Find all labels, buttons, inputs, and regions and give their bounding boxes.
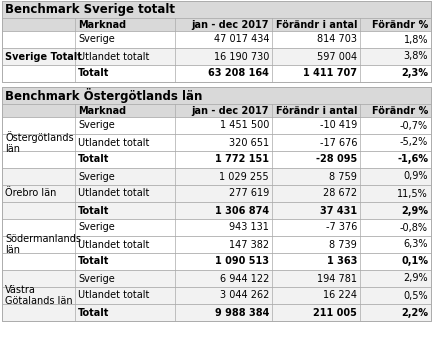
Bar xyxy=(2,202,431,219)
Text: Sverige: Sverige xyxy=(78,121,115,130)
Text: -0,7%: -0,7% xyxy=(400,121,428,130)
Text: Marknad: Marknad xyxy=(78,20,126,30)
Text: 47 017 434: 47 017 434 xyxy=(213,34,269,44)
Text: 2,2%: 2,2% xyxy=(401,307,428,317)
Text: -28 095: -28 095 xyxy=(316,154,357,164)
Text: 11,5%: 11,5% xyxy=(397,188,428,198)
Text: Östergötlands
län: Östergötlands län xyxy=(5,131,74,154)
Bar xyxy=(2,236,431,253)
Text: Sverige: Sverige xyxy=(78,34,115,44)
Text: Sverige: Sverige xyxy=(78,172,115,182)
Text: 2,9%: 2,9% xyxy=(401,206,428,215)
Bar xyxy=(2,270,431,287)
Bar xyxy=(2,134,431,151)
Text: 943 131: 943 131 xyxy=(229,222,269,233)
Text: 63 208 164: 63 208 164 xyxy=(208,68,269,79)
Text: 211 005: 211 005 xyxy=(313,307,357,317)
Bar xyxy=(2,65,431,82)
Bar xyxy=(2,18,431,31)
Text: 277 619: 277 619 xyxy=(229,188,269,198)
Text: Förändr %: Förändr % xyxy=(372,20,428,30)
Text: Totalt: Totalt xyxy=(78,307,110,317)
Bar xyxy=(2,1,431,18)
Text: Utlandet totalt: Utlandet totalt xyxy=(78,137,149,148)
Text: 1,8%: 1,8% xyxy=(404,34,428,44)
Text: Förändr i antal: Förändr i antal xyxy=(275,105,357,116)
Bar xyxy=(2,117,431,134)
Bar xyxy=(2,48,431,65)
Bar xyxy=(2,304,431,321)
Text: Totalt: Totalt xyxy=(78,206,110,215)
Text: 2,9%: 2,9% xyxy=(404,274,428,283)
Bar xyxy=(2,287,431,304)
Text: 0,5%: 0,5% xyxy=(404,290,428,301)
Text: 194 781: 194 781 xyxy=(317,274,357,283)
Text: Utlandet totalt: Utlandet totalt xyxy=(78,290,149,301)
Text: Förändr i antal: Förändr i antal xyxy=(275,20,357,30)
Text: Västra
Götalands län: Västra Götalands län xyxy=(5,285,73,306)
Text: 3,8%: 3,8% xyxy=(404,52,428,61)
Text: Sverige Totalt: Sverige Totalt xyxy=(5,52,82,61)
Text: Förändr %: Förändr % xyxy=(372,105,428,116)
Text: 9 988 384: 9 988 384 xyxy=(215,307,269,317)
Text: 3 044 262: 3 044 262 xyxy=(220,290,269,301)
Text: -1,6%: -1,6% xyxy=(397,154,428,164)
Bar xyxy=(2,1,431,82)
Text: Totalt: Totalt xyxy=(78,68,110,79)
Bar xyxy=(2,219,431,236)
Text: 1 029 255: 1 029 255 xyxy=(220,172,269,182)
Text: 6 944 122: 6 944 122 xyxy=(220,274,269,283)
Bar xyxy=(2,31,431,48)
Text: 0,9%: 0,9% xyxy=(404,172,428,182)
Text: -0,8%: -0,8% xyxy=(400,222,428,233)
Text: Sverige: Sverige xyxy=(78,222,115,233)
Text: Marknad: Marknad xyxy=(78,105,126,116)
Text: Sverige: Sverige xyxy=(78,274,115,283)
Text: Utlandet totalt: Utlandet totalt xyxy=(78,240,149,249)
Bar xyxy=(2,253,431,270)
Text: 0,1%: 0,1% xyxy=(401,256,428,267)
Text: 8 739: 8 739 xyxy=(329,240,357,249)
Text: 1 363: 1 363 xyxy=(326,256,357,267)
Text: 37 431: 37 431 xyxy=(320,206,357,215)
Text: 1 090 513: 1 090 513 xyxy=(215,256,269,267)
Text: 6,3%: 6,3% xyxy=(404,240,428,249)
Text: Totalt: Totalt xyxy=(78,154,110,164)
Bar xyxy=(2,104,431,117)
Text: 597 004: 597 004 xyxy=(317,52,357,61)
Text: 1 451 500: 1 451 500 xyxy=(220,121,269,130)
Text: Benchmark Sverige totalt: Benchmark Sverige totalt xyxy=(5,3,175,16)
Text: Utlandet totalt: Utlandet totalt xyxy=(78,188,149,198)
Text: Benchmark Östergötlands län: Benchmark Östergötlands län xyxy=(5,88,202,103)
Text: 1 411 707: 1 411 707 xyxy=(303,68,357,79)
Text: jan - dec 2017: jan - dec 2017 xyxy=(191,20,269,30)
Text: 320 651: 320 651 xyxy=(229,137,269,148)
Text: 1 306 874: 1 306 874 xyxy=(215,206,269,215)
Bar xyxy=(2,87,431,104)
Text: Totalt: Totalt xyxy=(78,256,110,267)
Text: -5,2%: -5,2% xyxy=(400,137,428,148)
Text: Södermanlands
län: Södermanlands län xyxy=(5,234,81,255)
Text: 28 672: 28 672 xyxy=(323,188,357,198)
Text: 814 703: 814 703 xyxy=(317,34,357,44)
Text: -7 376: -7 376 xyxy=(326,222,357,233)
Text: 16 224: 16 224 xyxy=(323,290,357,301)
Text: jan - dec 2017: jan - dec 2017 xyxy=(191,105,269,116)
Bar xyxy=(2,168,431,185)
Bar xyxy=(2,87,431,321)
Text: 147 382: 147 382 xyxy=(229,240,269,249)
Text: 8 759: 8 759 xyxy=(329,172,357,182)
Text: 16 190 730: 16 190 730 xyxy=(213,52,269,61)
Bar xyxy=(2,151,431,168)
Text: 2,3%: 2,3% xyxy=(401,68,428,79)
Text: -10 419: -10 419 xyxy=(320,121,357,130)
Text: Utlandet totalt: Utlandet totalt xyxy=(78,52,149,61)
Text: -17 676: -17 676 xyxy=(320,137,357,148)
Text: 1 772 151: 1 772 151 xyxy=(215,154,269,164)
Bar xyxy=(2,185,431,202)
Text: Örebro län: Örebro län xyxy=(5,188,56,198)
